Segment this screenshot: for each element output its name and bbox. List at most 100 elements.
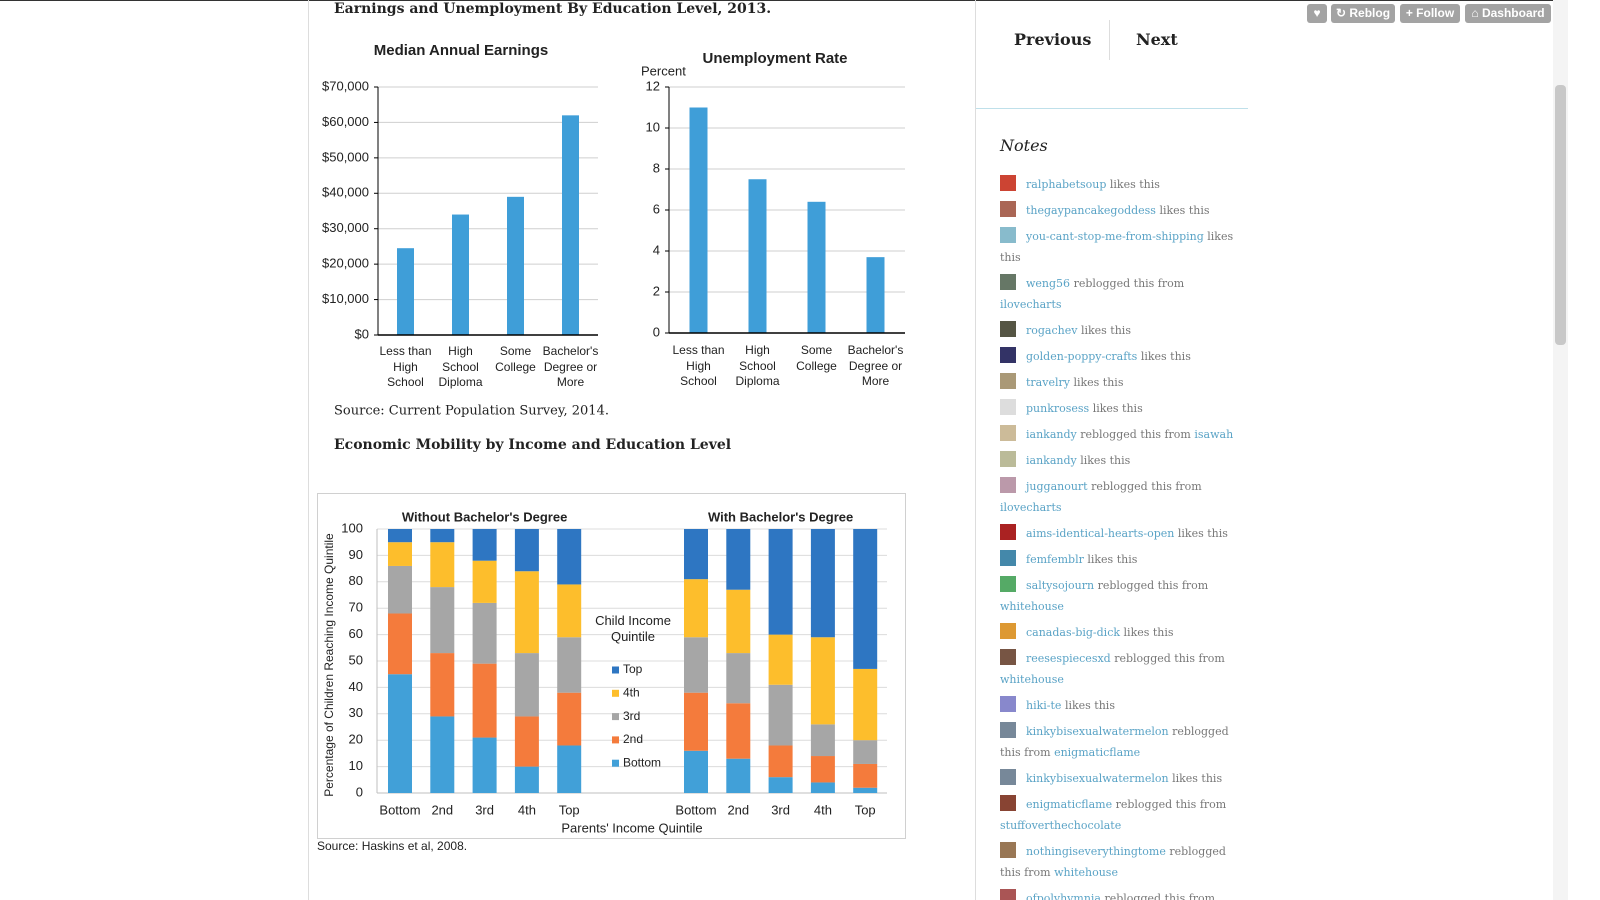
post-heading: Earnings and Unemployment By Education L… — [334, 1, 771, 17]
user-link[interactable]: you-cant-stop-me-from-shipping — [1026, 230, 1204, 243]
source-link[interactable]: whitehouse — [1000, 673, 1064, 686]
y-tick-label: 50 — [349, 652, 363, 667]
note-text: likes this — [1140, 350, 1191, 363]
bar — [689, 107, 708, 333]
note-text: reblogged this from — [1104, 892, 1216, 900]
avatar[interactable] — [1000, 842, 1016, 858]
y-tick-label: 70 — [349, 600, 363, 615]
user-link[interactable]: iankandy — [1026, 454, 1077, 467]
avatar[interactable] — [1000, 769, 1016, 785]
user-link[interactable]: femfemblr — [1026, 553, 1084, 566]
bar-segment — [472, 560, 497, 603]
note-text: likes this — [1092, 402, 1143, 415]
avatar[interactable] — [1000, 321, 1016, 337]
user-link[interactable]: ofpolyhymnia — [1026, 892, 1101, 900]
like-button[interactable]: ♥ — [1307, 4, 1327, 23]
avatar[interactable] — [1000, 696, 1016, 712]
x-tick-label: 3rd — [771, 802, 790, 817]
y-tick-label: 4 — [653, 242, 660, 257]
avatar[interactable] — [1000, 649, 1016, 665]
source-link[interactable]: isawah — [1194, 428, 1234, 441]
legend-label: 3rd — [623, 709, 640, 723]
avatar[interactable] — [1000, 451, 1016, 467]
note-text: likes this — [1087, 553, 1138, 566]
avatar[interactable] — [1000, 373, 1016, 389]
x-tick-label: Top — [559, 802, 580, 817]
bar-segment — [472, 663, 497, 738]
avatar[interactable] — [1000, 795, 1016, 811]
avatar[interactable] — [1000, 889, 1016, 900]
avatar[interactable] — [1000, 550, 1016, 566]
note: ralphabetsoup likes this — [1000, 174, 1248, 195]
avatar[interactable] — [1000, 524, 1016, 540]
source-link[interactable]: whitehouse — [1000, 600, 1064, 613]
avatar[interactable] — [1000, 576, 1016, 592]
section-heading: Economic Mobility by Income and Educatio… — [334, 437, 731, 453]
bar-segment — [726, 703, 751, 759]
bar-segment — [430, 529, 455, 543]
avatar[interactable] — [1000, 722, 1016, 738]
avatar[interactable] — [1000, 399, 1016, 415]
user-link[interactable]: canadas-big-dick — [1026, 626, 1121, 639]
user-link[interactable]: iankandy — [1026, 428, 1077, 441]
user-link[interactable]: enigmaticflame — [1026, 798, 1113, 811]
bar-segment — [768, 684, 793, 746]
avatar[interactable] — [1000, 623, 1016, 639]
user-link[interactable]: reesespiecesxd — [1026, 652, 1111, 665]
bar-segment — [388, 674, 412, 793]
bar-segment — [853, 787, 878, 793]
source: Source: Current Population Survey, 2014. — [334, 404, 609, 419]
source-link[interactable]: ilovecharts — [1000, 298, 1062, 311]
user-link[interactable]: golden-poppy-crafts — [1026, 350, 1138, 363]
user-link[interactable]: rogachev — [1026, 324, 1078, 337]
bar — [562, 115, 579, 335]
avatar[interactable] — [1000, 477, 1016, 493]
source-link[interactable]: whitehouse — [1054, 866, 1118, 879]
y-tick-label: 8 — [653, 160, 660, 175]
user-link[interactable]: nothingiseverythingtome — [1026, 845, 1166, 858]
user-link[interactable]: ralphabetsoup — [1026, 178, 1107, 191]
next-link[interactable]: Next — [1136, 30, 1178, 49]
note: kinkybisexualwatermelon reblogged this f… — [1000, 721, 1248, 763]
note-text: likes this — [1177, 527, 1228, 540]
note-text: likes this — [1159, 204, 1210, 217]
note: reesespiecesxd reblogged this from white… — [1000, 648, 1248, 690]
source-link[interactable]: ilovecharts — [1000, 501, 1062, 514]
bar-segment — [557, 584, 582, 638]
bar-segment — [810, 756, 835, 783]
button-label: Dashboard — [1481, 6, 1545, 20]
avatar[interactable] — [1000, 201, 1016, 217]
user-link[interactable]: thegaypancakegoddess — [1026, 204, 1156, 217]
user-link[interactable]: hiki-te — [1026, 699, 1062, 712]
user-link[interactable]: jugganourt — [1026, 480, 1088, 493]
y-tick-label: 0 — [356, 784, 363, 799]
follow-button[interactable]: + Follow — [1400, 4, 1460, 23]
avatar[interactable] — [1000, 425, 1016, 441]
button-label: Follow — [1416, 6, 1455, 20]
user-link[interactable]: weng56 — [1026, 277, 1071, 290]
source-link[interactable]: enigmaticflame — [1054, 746, 1141, 759]
user-link[interactable]: saltysojourn — [1026, 579, 1095, 592]
user-link[interactable]: travelry — [1026, 376, 1070, 389]
avatar[interactable] — [1000, 175, 1016, 191]
scrollbar-thumb[interactable] — [1555, 85, 1566, 345]
bar-segment — [853, 529, 878, 669]
bar — [866, 257, 885, 333]
x-tick-label: 4th — [518, 802, 536, 817]
user-link[interactable]: kinkybisexualwatermelon — [1026, 725, 1169, 738]
avatar[interactable] — [1000, 274, 1016, 290]
dashboard-button[interactable]: ⌂ Dashboard — [1465, 4, 1551, 23]
avatar[interactable] — [1000, 227, 1016, 243]
legend-swatch — [612, 736, 619, 744]
user-link[interactable]: kinkybisexualwatermelon — [1026, 772, 1169, 785]
y-tick-label: $50,000 — [322, 149, 369, 164]
source-link[interactable]: stuffoverthechocolate — [1000, 819, 1122, 832]
avatar[interactable] — [1000, 347, 1016, 363]
previous-link[interactable]: Previous — [1014, 30, 1092, 49]
user-link[interactable]: punkrosess — [1026, 402, 1090, 415]
reblog-button[interactable]: ↻ Reblog — [1331, 4, 1395, 23]
y-tick-label: 90 — [349, 547, 363, 562]
user-link[interactable]: aims-identical-hearts-open — [1026, 527, 1175, 540]
bar-segment — [514, 653, 539, 717]
